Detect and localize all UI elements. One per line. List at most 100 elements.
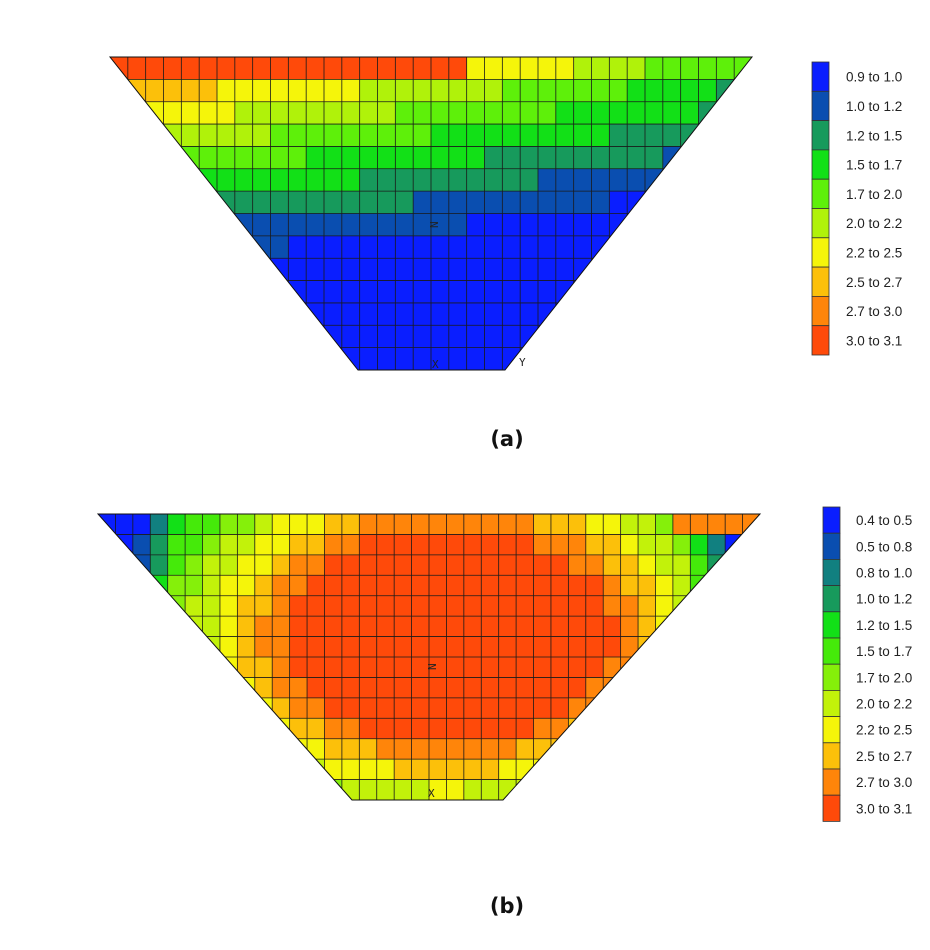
mesh-cell [324, 168, 343, 192]
mesh-cell [324, 657, 343, 679]
mesh-cell [734, 124, 752, 148]
mesh-cell [698, 302, 717, 326]
mesh-cell [627, 302, 646, 326]
mesh-cell [307, 697, 326, 719]
mesh-cell [573, 146, 593, 170]
mesh-cell [359, 514, 378, 536]
mesh-cell [734, 213, 752, 237]
mesh-cell [481, 595, 500, 617]
mesh-cell [254, 718, 273, 740]
mesh-cell [533, 657, 552, 679]
mesh-cell [742, 657, 760, 679]
mesh-cell [411, 759, 430, 781]
mesh-cell [181, 101, 200, 125]
mesh-cell [359, 779, 378, 800]
mesh-cell [376, 657, 395, 679]
mesh-cell [377, 101, 396, 125]
mesh-cell [555, 101, 575, 125]
mesh-cell [395, 57, 414, 80]
mesh-cell [429, 636, 448, 658]
mesh-cell [288, 101, 307, 125]
mesh-cell [98, 697, 117, 719]
mesh-cell [377, 302, 396, 326]
mesh-cell [376, 595, 395, 617]
mesh-cell [609, 79, 628, 103]
mesh-cell [609, 235, 628, 259]
mesh-cell [538, 191, 557, 215]
mesh-cell [324, 146, 343, 170]
mesh-cell [307, 554, 326, 576]
mesh-cell [609, 258, 628, 282]
legend-swatch [822, 742, 841, 770]
mesh-cell [484, 146, 503, 170]
mesh-cell [272, 554, 291, 576]
mesh-cell [359, 657, 378, 679]
mesh-cell [725, 759, 744, 781]
mesh-cell [376, 738, 395, 760]
mesh-cell [481, 514, 500, 536]
mesh-cell [431, 146, 450, 170]
mesh-cell [698, 235, 717, 259]
mesh-cell [202, 575, 221, 597]
mesh-cell [672, 697, 691, 719]
panel-b: N X 0.4 to 0.5 0.5 to 0.8 0.8 to 1.0 1.0 to… [96, 506, 912, 918]
mesh-cell [145, 213, 165, 237]
mesh-cell [219, 616, 238, 638]
mesh-cell [516, 657, 535, 679]
mesh-cell [742, 636, 760, 658]
mesh-cell [431, 191, 450, 215]
legend-label: 1.5 to 1.7 [856, 644, 912, 659]
mesh-cell [690, 575, 709, 597]
mesh-cell [359, 124, 379, 148]
mesh-cell [638, 677, 657, 699]
mesh-cell [199, 146, 218, 170]
mesh-cell [413, 191, 432, 215]
mesh-cell [446, 697, 465, 719]
mesh-cell [252, 124, 272, 148]
mesh-cell [217, 101, 236, 125]
mesh-cell [237, 595, 256, 617]
mesh-cell [376, 759, 395, 781]
mesh-cell [645, 101, 664, 125]
mesh-cell [620, 514, 639, 536]
mesh-cell [484, 280, 503, 304]
mesh-cell [145, 280, 165, 304]
mesh-cell [655, 575, 674, 597]
mesh-cell [466, 258, 486, 282]
mesh-cell [394, 534, 413, 556]
mesh-cell [690, 697, 709, 719]
mesh-cell [217, 213, 236, 237]
mesh-cell [680, 57, 700, 80]
mesh-cell [603, 554, 622, 576]
mesh-cell [324, 79, 343, 103]
mesh-cell [516, 759, 535, 781]
mesh-cell [98, 636, 117, 658]
legend-a: 0.9 to 1.0 1.0 to 1.2 1.2 to 1.5 1.5 to 1.7… [811, 61, 902, 356]
mesh-cell [680, 347, 700, 370]
mesh-cell [448, 101, 468, 125]
mesh-cell [725, 657, 744, 679]
mesh-cell [163, 168, 182, 192]
mesh-cell [698, 280, 717, 304]
mesh-cell [394, 779, 413, 800]
mesh-cell [272, 575, 291, 597]
mesh-cell [394, 738, 413, 760]
mesh-cell [132, 738, 151, 760]
mesh-cell [395, 213, 414, 237]
mesh-cell [324, 347, 343, 370]
mesh-cell [533, 779, 552, 800]
mesh-cell [680, 258, 700, 282]
mesh-cell [638, 514, 657, 536]
mesh-cell [307, 616, 326, 638]
mesh-cell [655, 697, 674, 719]
mesh-cell [376, 697, 395, 719]
mesh-cell [395, 101, 414, 125]
legend-swatch [822, 611, 841, 639]
mesh-cell [466, 302, 486, 326]
mesh-cell [289, 575, 308, 597]
mesh-cell [638, 738, 657, 760]
mesh-cell [484, 101, 503, 125]
mesh-cell [429, 677, 448, 699]
legend-label: 3.0 to 3.1 [846, 333, 902, 348]
mesh-cell [538, 168, 557, 192]
